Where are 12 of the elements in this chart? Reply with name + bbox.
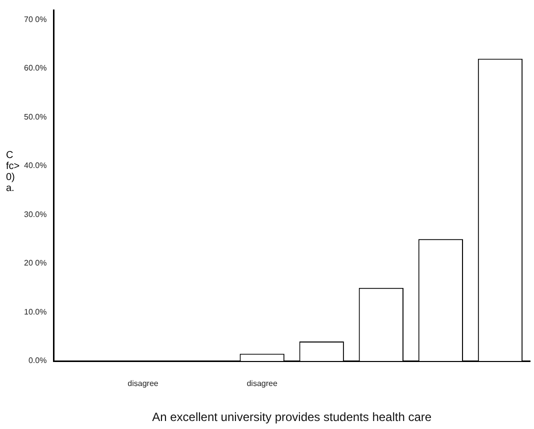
y-tick-label: 0.0% [28,356,47,366]
y-tick-label: 10.0% [24,307,47,316]
y-tick-label: 20 0% [24,258,47,268]
y-tick-label: 30.0% [24,210,47,219]
y-tick-label: 70 0% [24,14,47,24]
y-tick-label: 40.0% [24,161,47,170]
y-axis-title: C fc> 0) a. [6,150,21,194]
x-tick-label: disagree [246,379,278,388]
y-tick-label: 50.0% [24,112,47,122]
x-tick-label: disagree [128,379,159,388]
x-axis-title: An excellent university provides students health care [152,410,432,424]
y-tick-label: 60.0% [24,64,47,73]
